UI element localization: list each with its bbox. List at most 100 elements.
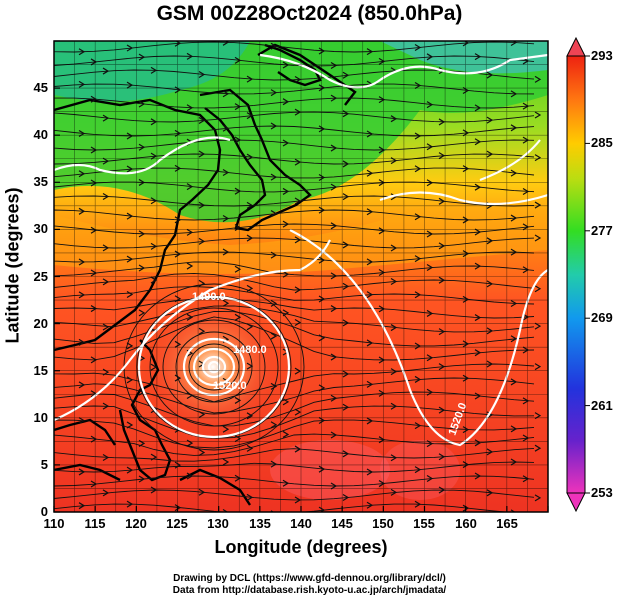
streamline [54,167,535,179]
streamline-arrow [138,309,146,317]
streamline-arrow [234,56,242,64]
streamline-arrow [102,67,110,75]
streamline-arrow [378,436,386,444]
streamline [54,209,535,221]
streamline-arrow [78,258,86,266]
streamline-arrow [462,41,470,47]
streamline-arrow [342,160,350,168]
streamline-arrow [522,102,530,110]
streamline-arrow [186,104,194,112]
streamline-arrow [102,192,110,201]
streamline-arrow [102,244,110,252]
streamline-arrow [186,52,194,60]
y-tick-label: 35 [33,174,48,189]
streamline-arrow [390,115,398,123]
streamline-arrow [126,466,134,474]
streamline-arrow [186,262,194,270]
streamline [54,419,535,449]
streamline-arrow [318,173,326,181]
streamline-arrow [174,250,182,258]
streamline-arrow [294,158,302,166]
streamline [149,307,279,427]
streamline-arrow [222,509,229,512]
streamline-arrow [462,216,470,224]
streamline [54,111,535,123]
streamline [54,237,535,249]
streamline-arrow [150,276,158,284]
streamline-arrow [522,475,530,483]
streamline-arrow [186,313,194,321]
streamline-arrow [126,255,134,263]
streamline-arrow [246,493,254,501]
y-tick-label: 30 [33,221,48,236]
streamline-arrow [294,236,302,244]
streamline-arrow [198,70,206,78]
streamline-arrow [510,169,518,177]
streamline-arrow [90,269,98,277]
streamline-arrow [282,479,290,487]
streamline-arrow [126,44,134,52]
streamline-arrow [102,453,110,461]
streamline-arrow [102,278,110,286]
streamline-arrow [390,244,398,252]
streamline-arrow [438,486,446,494]
streamline-arrow [414,43,422,51]
streamline-arrow [474,228,482,236]
streamline-arrow [414,291,422,299]
y-axis-label: Latitude (degrees) [2,187,23,344]
streamline-arrow [150,118,158,126]
streamline [54,251,535,263]
colorbar-tick-label: 269 [591,310,613,325]
streamline-arrow [474,138,482,146]
streamline-arrow [462,426,470,434]
streamline-arrow [246,75,254,83]
streamline-arrow [294,108,302,116]
streamline-arrow [426,230,434,238]
streamline-arrow [174,374,182,382]
streamline-arrow [282,98,290,106]
streamline-arrow [486,280,494,288]
streamline-arrow [366,258,374,266]
streamline-arrow [330,353,338,361]
streamline-arrow [438,363,446,371]
streamline-arrow [294,318,302,327]
streamline-arrow [126,500,134,508]
streamline-arrow [462,374,470,382]
streamline-arrow [486,116,494,124]
streamline-arrow [318,416,326,425]
streamline [54,305,535,333]
streamline-arrow [150,363,158,371]
streamline-arrow [342,450,350,458]
streamline-arrow [150,197,158,205]
streamline [54,489,535,501]
streamline-arrow [534,444,542,452]
x-tick-label: 135 [249,516,271,531]
streamline-arrow [534,494,542,502]
streamline-arrow [138,475,146,483]
streamline-arrow [294,445,302,453]
streamline-arrow [150,453,158,461]
streamline-arrow [510,90,518,98]
streamline-arrow [522,266,530,274]
streamline-arrow [246,153,254,161]
colorbar-max-arrow [566,36,586,57]
streamline-arrow [378,179,386,187]
streamline [54,97,535,109]
streamline-arrow [234,136,242,144]
streamline-arrow [330,431,338,439]
x-axis-label: Longitude (degrees) [214,537,388,557]
streamline-arrow [330,94,338,102]
streamline-arrow [234,103,242,111]
streamline-arrow [486,150,494,158]
streamline-arrow [138,53,146,61]
streamline-arrow [390,488,398,496]
streamline-arrow [462,504,470,512]
streamline-arrow [486,489,494,497]
streamline-arrow [438,152,446,160]
streamline-arrow [126,421,134,429]
streamline-arrow [414,342,422,350]
credits: Drawing by DCL (https://www.gfd-dennou.o… [0,573,619,597]
streamline-arrow [222,458,230,466]
streamline-arrow [462,461,470,469]
streamline-arrow [366,380,374,388]
